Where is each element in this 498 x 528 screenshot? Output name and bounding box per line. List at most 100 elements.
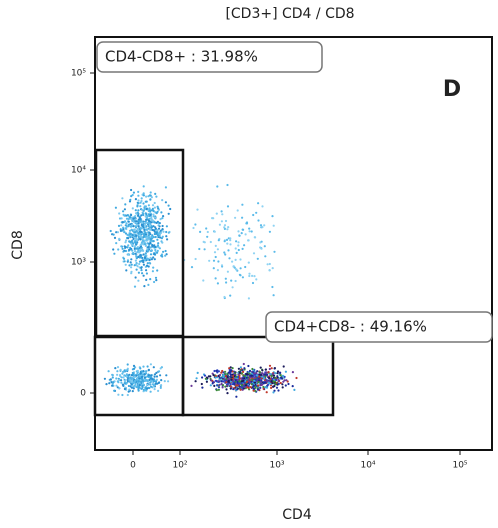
event-dot <box>145 195 148 198</box>
event-dot <box>122 226 125 229</box>
event-dot <box>154 380 158 383</box>
event-dot <box>147 224 150 228</box>
event-dot <box>134 252 137 255</box>
event-dot <box>284 370 287 373</box>
event-dot <box>255 278 258 281</box>
event-dot <box>232 379 235 382</box>
event-dot <box>251 367 254 371</box>
event-dot <box>238 380 241 383</box>
event-dot <box>130 225 133 228</box>
event-dot <box>139 367 142 370</box>
event-dot <box>118 237 121 240</box>
gate-cd8 <box>94 148 185 338</box>
event-dot <box>270 374 273 378</box>
event-dot <box>147 283 150 286</box>
event-dot <box>247 297 250 300</box>
event-dot <box>130 195 133 198</box>
event-dot <box>229 375 232 378</box>
event-dot <box>263 245 266 248</box>
event-dot <box>283 375 286 378</box>
event-dot <box>143 233 146 236</box>
event-dot <box>235 240 238 243</box>
event-dot <box>276 376 279 379</box>
title: [CD3+] CD4 / CD8 <box>225 6 354 22</box>
event-dot <box>132 381 135 384</box>
event-dot <box>202 240 205 243</box>
event-dot <box>131 390 134 393</box>
event-dot <box>161 199 164 202</box>
event-dot <box>158 381 161 384</box>
event-dot <box>228 378 231 381</box>
event-dot <box>145 235 148 238</box>
event-dot <box>127 218 130 221</box>
event-dot <box>153 201 156 205</box>
event-dot <box>240 372 243 375</box>
event-dot <box>244 384 248 387</box>
event-dot <box>153 206 156 209</box>
event-dot <box>215 389 218 392</box>
event-dot <box>138 383 142 387</box>
event-dot <box>145 257 148 260</box>
event-dot <box>153 375 156 378</box>
event-dot <box>160 384 163 387</box>
event-dot <box>218 383 221 386</box>
event-dot <box>127 390 130 393</box>
event-dot <box>237 244 240 247</box>
event-dot <box>137 271 140 274</box>
event-dot <box>121 221 124 224</box>
event-dot <box>212 259 216 262</box>
event-dot <box>257 202 260 205</box>
event-dot <box>267 371 270 374</box>
event-dot <box>291 385 294 388</box>
event-dot <box>240 377 243 380</box>
event-dot <box>133 250 137 253</box>
event-dot <box>159 367 162 370</box>
event-dot <box>268 269 271 272</box>
event-dot <box>259 380 262 384</box>
event-dot <box>149 212 152 215</box>
event-dot <box>141 239 144 242</box>
event-dot <box>247 364 250 368</box>
event-dot <box>153 253 156 256</box>
event-dot <box>152 366 155 369</box>
event-dot <box>247 378 250 381</box>
event-dot <box>225 388 228 391</box>
event-dot <box>167 380 170 383</box>
event-dot <box>223 240 226 243</box>
event-dot <box>131 371 134 375</box>
event-dot <box>115 384 118 387</box>
event-dot <box>140 235 143 238</box>
event-dot <box>114 206 117 209</box>
event-dot <box>147 368 150 371</box>
event-dot <box>277 382 280 385</box>
event-dot <box>143 225 146 228</box>
event-dot <box>142 274 145 277</box>
event-dot <box>226 392 229 395</box>
event-dot <box>213 369 216 373</box>
event-dot <box>130 213 133 217</box>
event-dot <box>135 374 138 377</box>
event-dot <box>246 386 249 389</box>
event-dot <box>252 213 255 217</box>
event-dot <box>216 282 219 285</box>
event-dot <box>268 364 272 367</box>
event-dot <box>108 382 111 385</box>
event-dot <box>130 247 133 251</box>
event-dot <box>130 376 134 380</box>
event-dot <box>128 229 132 232</box>
event-dot <box>216 185 219 188</box>
event-dot <box>109 378 112 381</box>
event-dot <box>238 382 241 385</box>
event-dot <box>135 262 138 265</box>
event-dot <box>159 374 162 377</box>
event-dot <box>130 263 133 266</box>
event-dot <box>194 257 197 261</box>
event-dot <box>261 372 264 375</box>
event-dot <box>148 258 151 261</box>
event-dot <box>206 230 209 234</box>
event-dot <box>230 378 233 381</box>
event-dot <box>254 376 257 379</box>
event-dot <box>158 370 161 373</box>
event-dot <box>214 277 217 280</box>
event-dot <box>143 373 146 376</box>
